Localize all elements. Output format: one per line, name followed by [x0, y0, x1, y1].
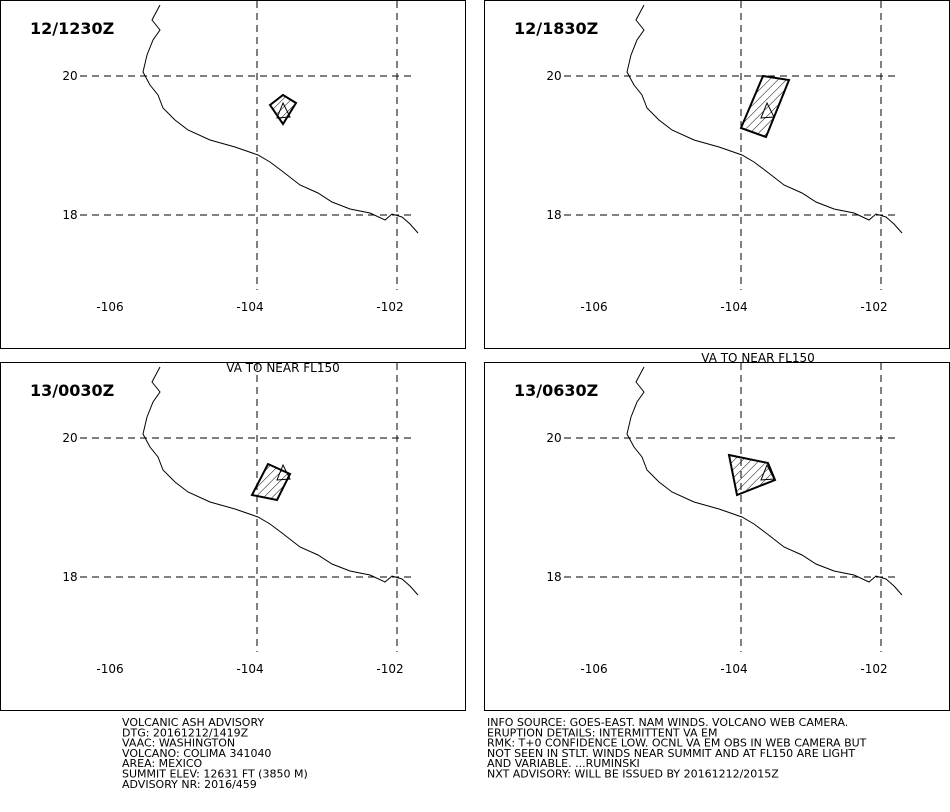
map-panel: 13/0630Z 20 18 -106 -104 -102	[484, 362, 950, 711]
latitude-label: 20	[546, 69, 561, 83]
longitude-label: -102	[860, 662, 887, 676]
advisory-line: SUMMIT ELEV: 12631 FT (3850 M)	[122, 768, 308, 781]
advisory-line: NXT ADVISORY: WILL BE ISSUED BY 20161212…	[487, 768, 779, 781]
advisory-line: VAAC: WASHINGTON	[122, 737, 235, 750]
valid-time: 12/1830Z	[514, 19, 598, 38]
advisory-line: ADVISORY NR: 2016/459	[122, 778, 257, 791]
advisory-line: RMK: T+0 CONFIDENCE LOW. OCNL VA EM OBS …	[487, 737, 867, 750]
advisory-line: DTG: 20161212/1419Z	[122, 726, 249, 739]
longitude-label: -106	[580, 662, 607, 676]
latitude-label: 20	[62, 69, 77, 83]
volcano-marker	[760, 101, 775, 119]
ash-plume	[268, 93, 298, 126]
latitude-label: 18	[62, 208, 77, 222]
longitude-label: -102	[376, 300, 403, 314]
flight-level-note: VA TO NEAR FL150	[701, 351, 814, 365]
panel-frame	[484, 0, 950, 349]
volcano-marker	[276, 463, 291, 481]
coastline	[626, 366, 903, 596]
advisory-line: AND VARIABLE. ...RUMINSKI	[487, 757, 640, 770]
map-panel: 12/1830Z 20 18 -106 -104 -102	[484, 0, 950, 349]
advisory-line: NOT SEEN IN STLT. WINDS NEAR SUMMIT AND …	[487, 747, 855, 760]
advisory-line: VOLCANO: COLIMA 341040	[122, 747, 271, 760]
valid-time: 13/0030Z	[30, 381, 114, 400]
coastline	[142, 366, 419, 596]
flight-level-note: VA TO NEAR FL150	[226, 361, 339, 375]
panel-frame	[0, 362, 466, 711]
valid-time: 13/0630Z	[514, 381, 598, 400]
longitude-label: -102	[376, 662, 403, 676]
map-panel: 13/0030Z 20 18 -106 -104 -102	[0, 362, 466, 711]
longitude-label: -104	[720, 300, 747, 314]
ash-plume	[727, 453, 777, 497]
ash-plume	[739, 74, 791, 139]
longitude-label: -104	[236, 662, 263, 676]
map-panel: 12/1230Z 20 18 -106 -104 -102	[0, 0, 466, 349]
advisory-line: ERUPTION DETAILS: INTERMITTENT VA EM	[487, 726, 717, 739]
longitude-label: -104	[720, 662, 747, 676]
valid-time: 12/1230Z	[30, 19, 114, 38]
advisory-line: AREA: MEXICO	[122, 757, 203, 770]
volcano-marker	[760, 463, 775, 481]
latitude-label: 20	[62, 431, 77, 445]
latitude-label: 20	[546, 431, 561, 445]
longitude-label: -104	[236, 300, 263, 314]
longitude-label: -106	[96, 300, 123, 314]
longitude-label: -102	[860, 300, 887, 314]
advisory-line: VOLCANIC ASH ADVISORY	[122, 716, 264, 729]
panel-frame	[0, 0, 466, 349]
panel-frame	[484, 362, 950, 711]
latitude-label: 18	[546, 208, 561, 222]
longitude-label: -106	[96, 662, 123, 676]
volcano-marker	[276, 101, 291, 119]
advisory-line: INFO SOURCE: GOES-EAST. NAM WINDS. VOLCA…	[487, 716, 848, 729]
longitude-label: -106	[580, 300, 607, 314]
coastline	[142, 4, 419, 234]
coastline	[626, 4, 903, 234]
ash-plume	[250, 462, 292, 502]
latitude-label: 18	[546, 570, 561, 584]
latitude-label: 18	[62, 570, 77, 584]
